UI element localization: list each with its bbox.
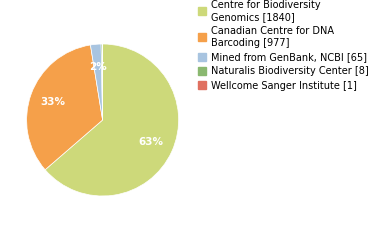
Wedge shape	[90, 44, 103, 120]
Wedge shape	[101, 44, 103, 120]
Text: 33%: 33%	[40, 97, 65, 107]
Text: 2%: 2%	[89, 62, 107, 72]
Wedge shape	[27, 45, 103, 170]
Wedge shape	[45, 44, 179, 196]
Legend: Centre for Biodiversity
Genomics [1840], Canadian Centre for DNA
Barcoding [977]: Centre for Biodiversity Genomics [1840],…	[198, 0, 369, 91]
Text: 63%: 63%	[138, 137, 163, 147]
